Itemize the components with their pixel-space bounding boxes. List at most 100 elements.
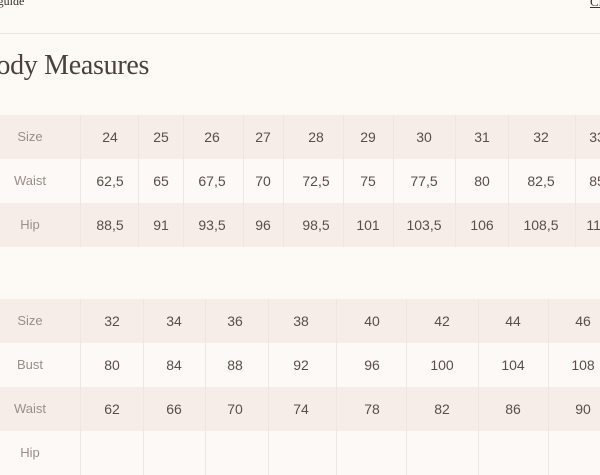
table-cell: 85: [589, 173, 600, 189]
column-divider: [478, 299, 479, 343]
table-cell: 82,5: [527, 173, 555, 189]
table-cell: 70: [255, 173, 271, 189]
column-divider: [548, 343, 549, 387]
column-divider: [243, 203, 244, 247]
column-divider: [455, 159, 456, 203]
section-title: Body Measures: [0, 50, 150, 81]
column-divider: [393, 203, 394, 247]
table-cell: 38: [293, 313, 309, 329]
column-divider: [548, 299, 549, 343]
table-cell: 111: [586, 217, 600, 233]
table-cell: 24: [102, 129, 118, 145]
table-row: Waist 62 66 70 74 78 82 86 90: [0, 387, 600, 431]
column-divider: [343, 203, 344, 247]
table-cell: 96: [255, 217, 271, 233]
table-cell: 98,5: [302, 217, 330, 233]
row-label: Size: [17, 129, 43, 144]
table-cell: 84: [166, 357, 182, 373]
column-divider: [283, 203, 284, 247]
column-divider: [455, 203, 456, 247]
modal-header: Size guide Close: [0, 0, 600, 34]
table-row: Bust 80 84 88 92 96 100 104 108: [0, 343, 600, 387]
column-divider: [406, 299, 407, 343]
table-cell: 106: [470, 217, 494, 233]
column-divider: [183, 203, 184, 247]
column-divider: [143, 431, 144, 475]
column-divider: [548, 387, 549, 431]
table-row: Hip 88,5 91 93,5 96 98,5 101 103,5 106 108,5 111: [0, 203, 600, 247]
table-cell: 40: [364, 313, 380, 329]
column-divider: [268, 431, 269, 475]
table-cell: 32: [104, 313, 120, 329]
row-label: Waist: [13, 401, 47, 416]
column-divider: [393, 159, 394, 203]
table-cell: 28: [308, 129, 324, 145]
column-divider: [336, 431, 337, 475]
table-cell: 62: [104, 401, 120, 417]
table-row: Size 24 25 26 27 28 29 30 31 32 33: [0, 115, 600, 159]
column-divider: [205, 299, 206, 343]
column-divider: [205, 343, 206, 387]
column-divider: [283, 159, 284, 203]
table-cell: 80: [474, 173, 490, 189]
column-divider: [138, 203, 139, 247]
table-cell: 88,5: [96, 217, 124, 233]
column-divider: [575, 159, 576, 203]
column-divider: [478, 343, 479, 387]
table-cell: 77,5: [410, 173, 438, 189]
table-cell: 31: [474, 129, 490, 145]
close-button[interactable]: Close: [590, 0, 600, 9]
table-cell: 26: [204, 129, 220, 145]
table-cell: 25: [153, 129, 169, 145]
column-divider: [243, 115, 244, 159]
column-divider: [336, 343, 337, 387]
table-cell: 82: [434, 401, 450, 417]
table-row: Waist 62,5 65 67,5 70 72,5 75 77,5 80 82,5 85: [0, 159, 600, 203]
table-cell: 101: [356, 217, 380, 233]
table-cell: 46: [575, 313, 591, 329]
table-cell: 90: [575, 401, 591, 417]
table-cell: 70: [227, 401, 243, 417]
table-cell: 44: [505, 313, 521, 329]
column-divider: [393, 115, 394, 159]
column-divider: [406, 387, 407, 431]
column-divider: [80, 431, 81, 475]
table-cell: 86: [505, 401, 521, 417]
table-cell: 72,5: [302, 173, 330, 189]
column-divider: [183, 115, 184, 159]
column-divider: [478, 431, 479, 475]
table-cell: 33: [589, 129, 600, 145]
column-divider: [455, 115, 456, 159]
column-divider: [80, 203, 81, 247]
row-label: Size: [17, 313, 43, 328]
column-divider: [508, 159, 509, 203]
column-divider: [548, 431, 549, 475]
column-divider: [575, 203, 576, 247]
column-divider: [143, 387, 144, 431]
column-divider: [268, 299, 269, 343]
table-cell: 65: [153, 173, 169, 189]
column-divider: [336, 387, 337, 431]
column-divider: [406, 431, 407, 475]
modal-title: Size guide: [0, 0, 25, 8]
column-divider: [138, 159, 139, 203]
table-cell: 30: [416, 129, 432, 145]
table-cell: 100: [430, 357, 454, 373]
column-divider: [336, 299, 337, 343]
column-divider: [268, 387, 269, 431]
table-cell: 104: [501, 357, 525, 373]
table-cell: 88: [227, 357, 243, 373]
table-row: Size 32 34 36 38 40 42 44 46: [0, 299, 600, 343]
row-label: Hip: [20, 217, 40, 232]
table-cell: 29: [360, 129, 376, 145]
column-divider: [80, 343, 81, 387]
column-divider: [243, 159, 244, 203]
column-divider: [205, 431, 206, 475]
column-divider: [508, 203, 509, 247]
table-cell: 103,5: [406, 217, 442, 233]
table-cell: 78: [364, 401, 380, 417]
column-divider: [205, 387, 206, 431]
table-cell: 92: [293, 357, 309, 373]
row-label: Waist: [13, 173, 47, 188]
table-cell: 75: [360, 173, 376, 189]
